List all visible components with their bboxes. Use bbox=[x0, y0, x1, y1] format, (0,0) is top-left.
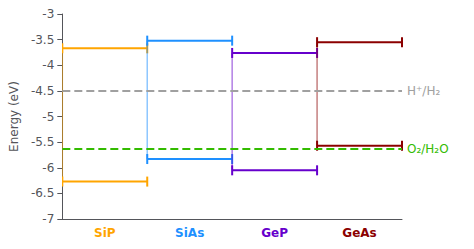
svg-text:-6.5: -6.5 bbox=[31, 186, 54, 200]
svg-text:-5.5: -5.5 bbox=[31, 135, 54, 149]
svg-text:-6: -6 bbox=[42, 161, 54, 175]
svg-text:SiAs: SiAs bbox=[175, 226, 204, 240]
svg-text:O₂/H₂O: O₂/H₂O bbox=[407, 142, 449, 156]
svg-text:GeAs: GeAs bbox=[342, 226, 376, 240]
svg-text:-5: -5 bbox=[42, 110, 54, 124]
svg-text:-3.5: -3.5 bbox=[31, 33, 54, 47]
svg-text:-4: -4 bbox=[42, 58, 54, 72]
svg-text:GeP: GeP bbox=[261, 226, 288, 240]
svg-text:Energy (eV): Energy (eV) bbox=[7, 81, 21, 152]
svg-text:SiP: SiP bbox=[94, 226, 116, 240]
svg-text:H⁺/H₂: H⁺/H₂ bbox=[407, 84, 440, 98]
svg-text:-7: -7 bbox=[42, 212, 54, 226]
svg-text:-4.5: -4.5 bbox=[31, 84, 54, 98]
svg-text:-3: -3 bbox=[42, 7, 54, 21]
